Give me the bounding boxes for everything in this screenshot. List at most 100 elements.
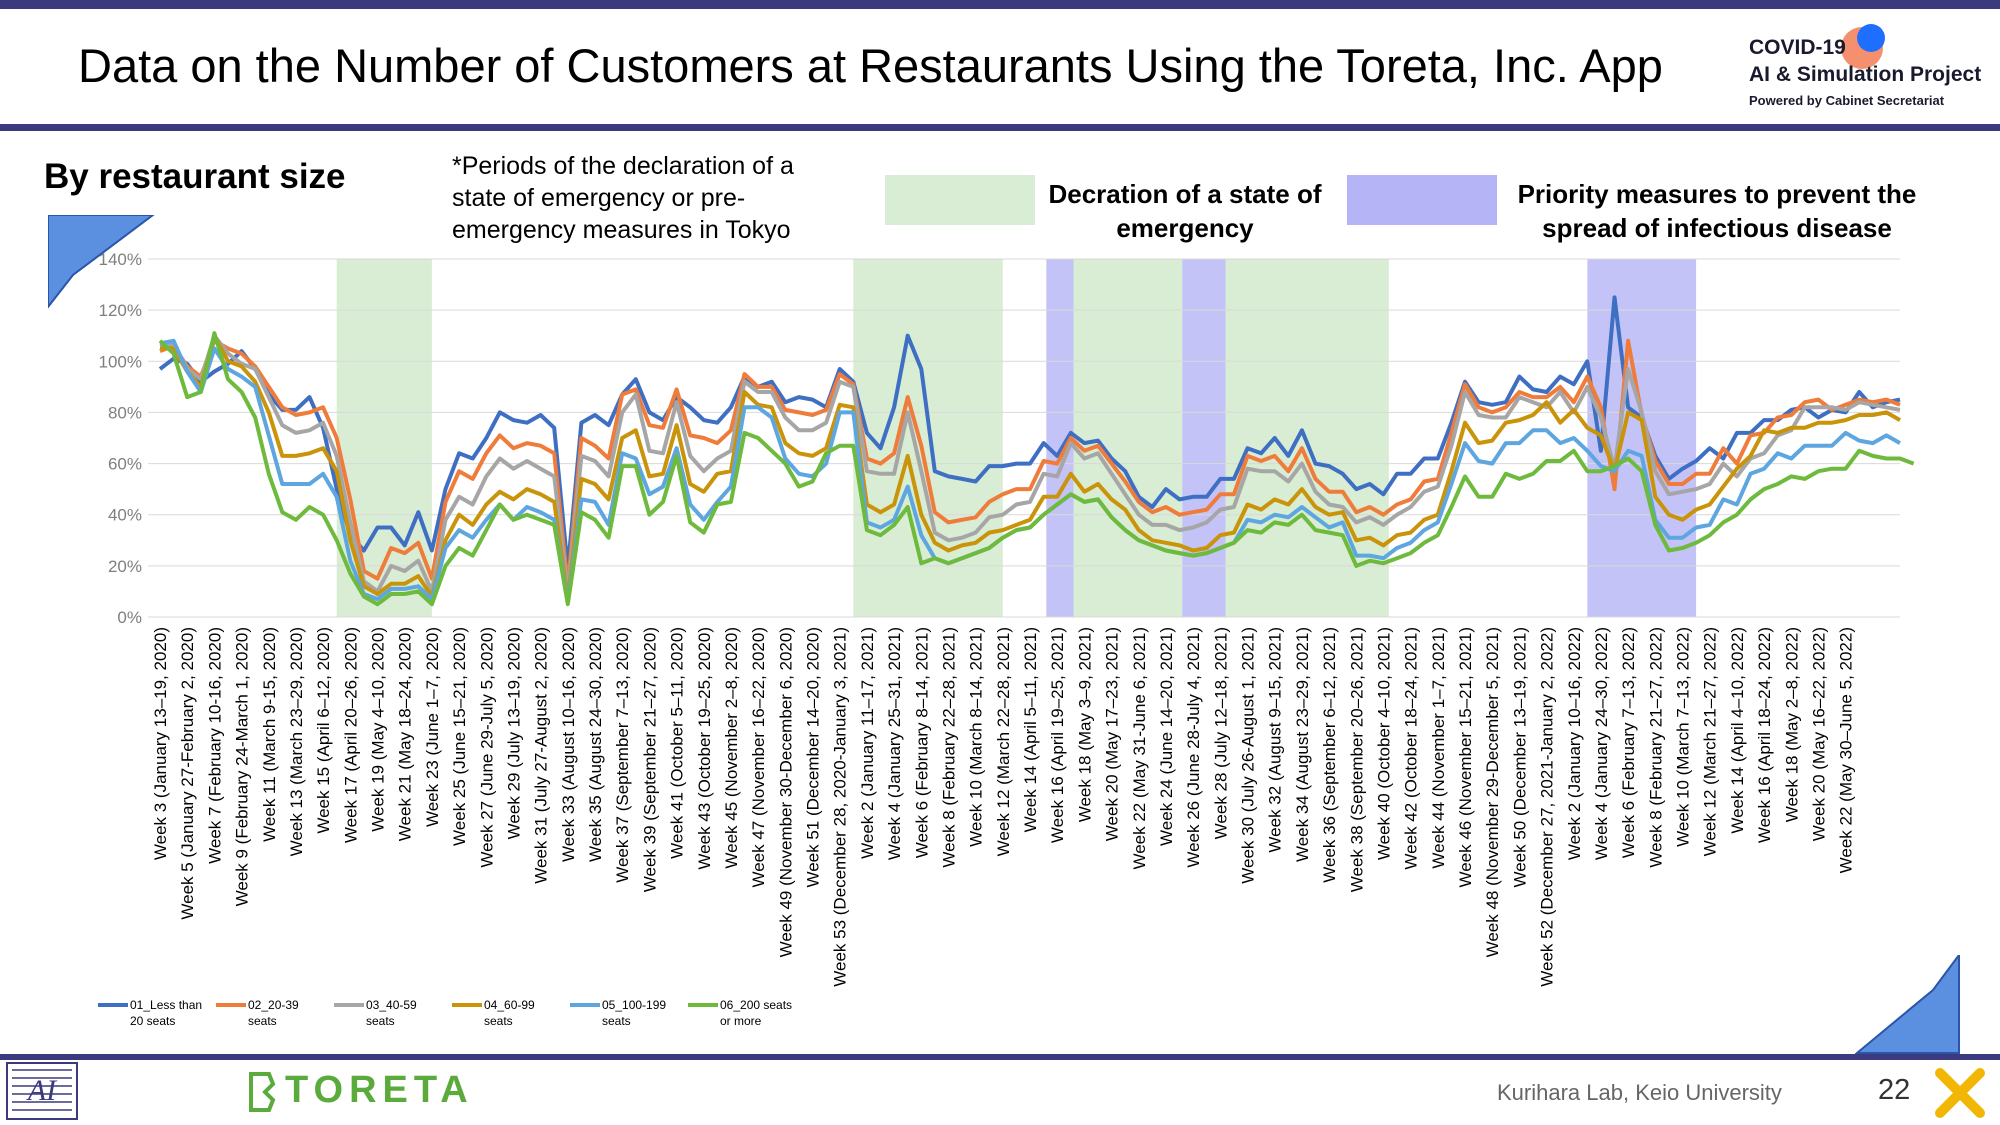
- x-tick-label: Week 29 (July 13–19, 2020): [504, 627, 523, 839]
- x-tick-label: Week 23 (June 1–7, 2020): [423, 627, 442, 827]
- shaded-period-emergency: [336, 259, 432, 617]
- x-tick-label: Week 15 (April 6–12, 2020): [314, 627, 333, 834]
- corner-decoration-bottom-right: [1855, 955, 1960, 1054]
- x-tick-label: Week 5 (January 27-February 2, 2020): [178, 627, 197, 920]
- x-tick-label: Week 36 (September 6–12, 2021): [1320, 627, 1339, 883]
- x-tick-label: Week 18 (May 3–9, 2021): [1075, 627, 1094, 822]
- emergency-legend-label: Decration of a state of emergency: [1048, 179, 1322, 243]
- x-tick-label: Week 4 (January 24–30, 2022): [1592, 627, 1611, 860]
- logo-blue-dot: [1857, 24, 1885, 52]
- x-tick-label: Week 8 (February 22–28, 2021): [939, 627, 958, 868]
- x-logo-icon: [1935, 1068, 1985, 1118]
- period-note: *Periods of the declaration of a state o…: [452, 152, 794, 244]
- y-tick-label: 60%: [108, 455, 142, 474]
- x-tick-label: Week 39 (September 21–27, 2020): [640, 627, 659, 892]
- x-tick-label: Week 27 (June 29-July 5, 2020): [477, 627, 496, 868]
- page-number: 22: [1878, 1074, 1911, 1106]
- svg-text:AI: AI: [26, 1074, 58, 1107]
- x-tick-label: Week 11 (March 9-15, 2020): [260, 627, 279, 842]
- x-tick-label: Week 50 (December 13–19, 2021): [1510, 627, 1529, 888]
- x-tick-label: Week 38 (September 20–26, 2021): [1347, 627, 1366, 892]
- x-tick-label: Week 21 (May 18–24, 2020): [396, 627, 415, 841]
- toreta-logo-text: TORETA: [285, 1069, 474, 1111]
- x-tick-label: Week 40 (October 4–10, 2021): [1374, 627, 1393, 860]
- corner-decoration-top-left: [48, 215, 155, 309]
- x-tick-label: Week 32 (August 9–15, 2021): [1266, 627, 1285, 853]
- x-tick-label: Week 33 (August 10–16, 2020): [559, 627, 578, 862]
- x-tick-label: Week 31 (July 27-August 2, 2020): [532, 627, 551, 884]
- footer-divider: [0, 1054, 2000, 1060]
- legend-label-line2: seats: [366, 1014, 395, 1028]
- legend-label: 03_40-59: [366, 998, 417, 1012]
- x-tick-label: Week 52 (December 27, 2021-January 2, 20…: [1538, 627, 1557, 987]
- x-tick-label: Week 10 (March 7–13, 2022): [1674, 627, 1693, 847]
- x-tick-label: Week 13 (March 23–29, 2020): [287, 627, 306, 856]
- y-tick-label: 120%: [99, 301, 142, 320]
- x-tick-label: Week 35 (August 24–30, 2020): [586, 627, 605, 862]
- x-tick-label: Week 45 (November 2–8, 2020): [722, 627, 741, 869]
- x-tick-label: Week 19 (May 4–10, 2020): [369, 627, 388, 832]
- y-tick-label: 80%: [108, 403, 142, 422]
- x-tick-label: Week 44 (November 1–7, 2021): [1429, 627, 1448, 869]
- x-tick-label: Week 12 (March 22–28, 2021): [994, 627, 1013, 856]
- x-tick-label: Week 6 (February 8–14, 2021): [912, 627, 931, 858]
- covid-project-logo: COVID-19 AI & Simulation Project Powered…: [1745, 22, 1985, 122]
- x-tick-label: Week 34 (August 23–29, 2021): [1293, 627, 1312, 862]
- x-tick-label: Week 48 (November 29-December 5, 2021): [1483, 627, 1502, 957]
- x-tick-label: Week 8 (February 21–27, 2022): [1646, 627, 1665, 868]
- x-tick-label: Week 53 (December 28, 2020-January 3, 20…: [831, 627, 850, 987]
- legend-label: 01_Less than: [130, 998, 202, 1012]
- y-tick-label: 140%: [99, 250, 142, 269]
- x-tick-label: Week 26 (June 28-July 4, 2021): [1184, 627, 1203, 868]
- x-tick-label: Week 20 (May 16–22, 2022): [1809, 627, 1828, 841]
- x-tick-label: Week 16 (April 19–25, 2021): [1048, 627, 1067, 843]
- legend-label-line2: seats: [248, 1014, 277, 1028]
- series-line: [158, 331, 1915, 607]
- logo-line-1: COVID-19: [1749, 36, 1846, 59]
- line-chart: 0% 20% 40% 60% 80% 100% 120% 140% Week 3 (Januar…: [98, 250, 1915, 1028]
- x-tick-label: Week 12 (March 21–27, 2022): [1701, 627, 1720, 856]
- shaded-period-priority: [1182, 259, 1226, 617]
- x-tick-label: Week 9 (February 24-March 1, 2020): [233, 627, 252, 906]
- x-tick-label: Week 37 (September 7–13, 2020): [613, 627, 632, 883]
- logo-line-2: AI & Simulation Project: [1749, 63, 1982, 86]
- legend-label-line2: 20 seats: [130, 1014, 175, 1028]
- x-tick-label: Week 14 (April 5–11, 2021): [1021, 627, 1040, 832]
- logo-line-3: Powered by Cabinet Secretariat: [1749, 93, 1945, 108]
- legend-label: 04_60-99: [484, 998, 535, 1012]
- x-tick-label: Week 22 (May 31-June 6, 2021): [1130, 627, 1149, 870]
- x-tick-label: Week 46 (November 15–21, 2021): [1456, 627, 1475, 888]
- x-tick-label: Week 28 (July 12–18, 2021): [1211, 627, 1230, 839]
- y-tick-label: 100%: [99, 352, 142, 371]
- emergency-legend-swatch: [885, 175, 1035, 225]
- legend-label-line2: seats: [484, 1014, 513, 1028]
- x-tick-label: Week 10 (March 8–14, 2021): [967, 627, 986, 847]
- x-tick-label: Week 2 (January 10–16, 2022): [1565, 627, 1584, 860]
- lab-credit: Kurihara Lab, Keio University: [1497, 1080, 1782, 1105]
- x-tick-label: Week 51 (December 14–20, 2020): [804, 627, 823, 888]
- x-tick-label: Week 17 (April 20–26, 2020): [341, 627, 360, 843]
- series-line: [158, 295, 1901, 571]
- title-divider: [0, 124, 2000, 131]
- keio-lab-logo: AI: [6, 1062, 78, 1120]
- x-tick-label: Week 18 (May 2–8, 2022): [1782, 627, 1801, 822]
- legend-label: 05_100-199: [602, 998, 666, 1012]
- x-tick-label: Week 22 (May 30–June 5, 2022): [1837, 627, 1856, 873]
- shaded-period-emergency: [1073, 259, 1183, 617]
- shaded-period-emergency: [853, 259, 1003, 617]
- x-tick-label: Week 43 (October 19–25, 2020): [695, 627, 714, 870]
- x-tick-label: Week 16 (April 18–24, 2022): [1755, 627, 1774, 843]
- x-tick-label: Week 14 (April 4–10, 2022): [1728, 627, 1747, 834]
- toreta-icon: [249, 1072, 276, 1112]
- page-title: Data on the Number of Customers at Resta…: [78, 39, 1663, 92]
- x-tick-label: Week 3 (January 13–19, 2020): [151, 627, 170, 860]
- x-tick-label: Week 6 (February 7–13, 2022): [1619, 627, 1638, 858]
- x-tick-label: Week 41 (October 5–11, 2020): [668, 627, 687, 859]
- y-tick-label: 40%: [108, 506, 142, 525]
- legend-label: 06_200 seats: [720, 998, 792, 1012]
- x-tick-label: Week 2 (January 11–17, 2021): [858, 627, 877, 859]
- priority-legend-swatch: [1347, 175, 1497, 225]
- y-tick-label: 0%: [117, 608, 142, 627]
- section-subtitle: By restaurant size: [44, 157, 346, 196]
- top-accent-bar: [0, 0, 2000, 9]
